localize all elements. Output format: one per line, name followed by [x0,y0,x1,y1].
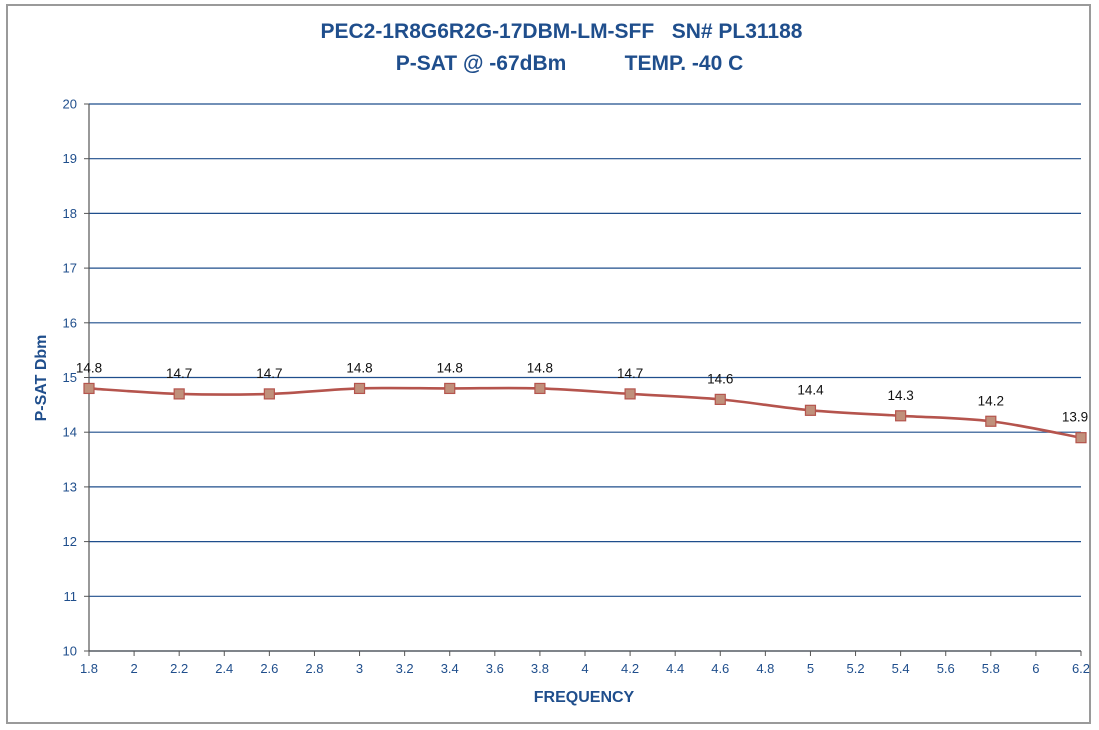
data-point-marker [624,388,636,400]
y-tick-label: 14 [63,425,77,440]
x-tick-label: 4.8 [756,661,774,676]
x-tick-label: 5.8 [982,661,1000,676]
chart-title-line-1: PEC2-1R8G6R2G-17DBM-LM-SFF SN# PL31188 [320,20,803,43]
axes [84,103,1082,656]
data-point-marker [83,382,95,395]
y-tick-label: 16 [63,315,77,330]
x-tick-label: 2.8 [305,661,323,676]
x-tick-label: 3.4 [441,661,459,676]
data-label: 14.7 [617,366,643,381]
x-tick-label: 4.2 [621,661,639,676]
data-label: 14.8 [346,360,372,375]
series-p-sat [83,382,1087,444]
data-label: 14.7 [256,366,282,381]
y-tick-label: 10 [63,644,77,659]
data-point-marker [714,393,726,405]
data-label: 14.3 [887,388,913,403]
data-point-marker [985,415,997,427]
y-tick-label: 17 [63,261,77,276]
data-point-marker [1075,432,1087,444]
data-label: 14.7 [166,366,192,381]
data-labels: 14.8 14.7 14.7 14.8 14.8 14.8 14.7 14.6 14.4 14.3… [76,360,1088,424]
x-tick-label: 4 [581,661,588,676]
x-tick-label: 6.2 [1072,661,1090,676]
data-label: 14.4 [797,382,824,397]
x-tick-label: 5.2 [847,661,865,676]
data-point-marker [534,382,546,395]
x-tick-label: 5.4 [892,661,910,676]
data-point-marker [444,382,456,395]
x-tick-label: 3.6 [486,661,504,676]
x-tick-label: 2.6 [260,661,278,676]
x-axis-label: FREQUENCY [534,689,635,706]
x-tick-label: 4.4 [666,661,684,676]
x-tick-label: 3 [356,661,363,676]
data-label: 13.9 [1062,410,1088,425]
y-tick-labels: 10 11 12 13 14 15 16 17 18 19 20 [63,97,77,659]
x-tick-label: 3.2 [396,661,414,676]
data-point-marker [263,388,275,400]
y-tick-label: 18 [63,206,77,221]
data-label: 14.6 [707,371,733,386]
x-tick-labels: 1.8 2 2.2 2.4 2.6 2.8 3 3.2 3.4 3.6 3.8 4 4.2 4.4 4.6 4… [80,661,1090,676]
y-tick-label: 13 [63,479,77,494]
data-point-marker [173,388,185,400]
y-axis-label: P-SAT Dbm [33,335,50,422]
x-tick-label: 1.8 [80,661,98,676]
data-point-marker [353,382,366,395]
x-tick-label: 5.6 [937,661,955,676]
y-tick-label: 12 [63,534,77,549]
data-label: 14.2 [978,393,1004,408]
gridlines [89,103,1081,652]
chart-frame [6,4,1091,724]
x-tick-label: 2.2 [170,661,188,676]
y-tick-label: 15 [63,370,77,385]
x-tick-label: 5 [807,661,814,676]
data-point-marker [895,410,907,422]
x-tick-label: 2.4 [215,661,233,676]
x-tick-label: 4.6 [711,661,729,676]
data-label: 14.8 [437,360,463,375]
y-tick-label: 11 [64,589,78,604]
series-line [88,386,1082,439]
data-label: 14.8 [527,360,553,375]
chart-title-line-2: P-SAT @ -67dBm TEMP. -40 C [395,52,744,75]
x-tick-label: 2 [130,661,137,676]
x-tick-label: 6 [1032,661,1039,676]
x-tick-label: 3.8 [531,661,549,676]
data-label: 14.8 [76,360,102,375]
y-tick-label: 19 [63,151,77,166]
data-point-marker [804,404,817,416]
y-tick-label: 20 [63,97,77,112]
